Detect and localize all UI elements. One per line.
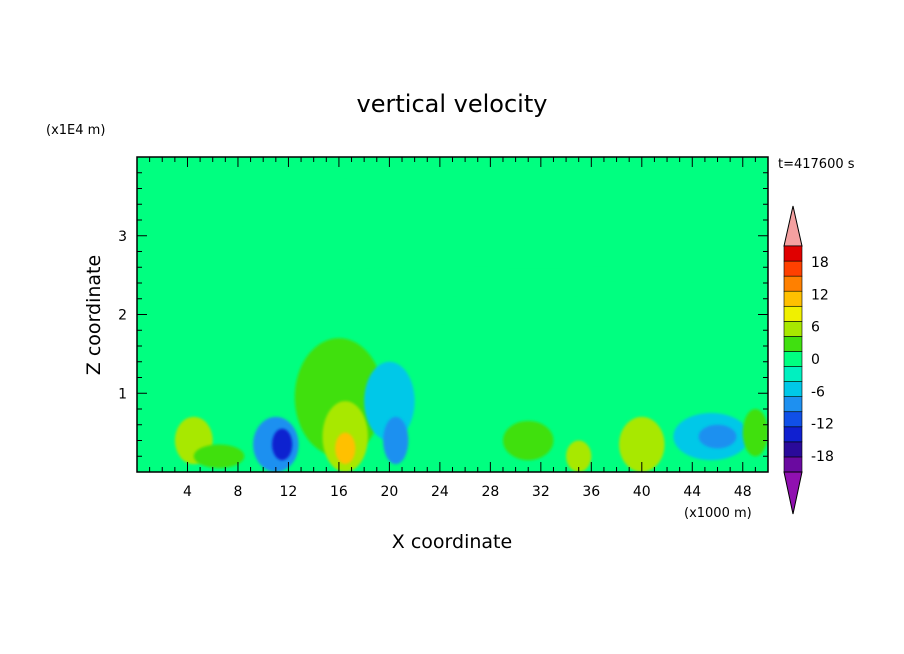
colorbar-swatch [783,381,803,397]
contour-blob [193,444,245,469]
plot-area: 4 8 12 16 20 24 28 32 36 40 44 48 123 [118,156,769,500]
x-tick-label: 20 [380,484,398,500]
colorbar-swatch [783,336,803,352]
y-tick-label: 3 [118,229,127,245]
x-tick-label: 36 [582,484,600,500]
colorbar-swatch [783,396,803,413]
colorbar: 18 12 6 0 -6 -12 -18 [783,205,834,515]
contour-blob [619,416,665,472]
colorbar-tick-label: 6 [811,320,820,336]
contour-blob [137,168,365,224]
colorbar-tick-label: -18 [811,449,834,465]
x-tick-label: 44 [683,484,701,500]
x-tick-label: 24 [431,484,449,500]
y-axis-label: Z coordinate [83,255,105,375]
colorbar-tick-label: -6 [811,384,825,400]
y-unit-label: (x1E4 m) [46,123,105,138]
contour-blob [698,424,737,449]
colorbar-swatch [783,411,803,428]
contour-blob [313,268,768,282]
colorbar-swatch [783,456,803,473]
y-tick-label: 1 [118,386,127,402]
colorbar-tick-label: -12 [811,417,834,433]
chart-title: vertical velocity [357,90,548,118]
x-unit-label: (x1000 m) [684,506,752,521]
colorbar-swatch [783,275,803,292]
colorbar-tick-label: 18 [811,255,829,271]
x-axis-label: X coordinate [392,531,512,553]
colorbar-swatch [783,351,803,367]
colorbar-swatch [783,305,803,322]
contour-blob [272,428,293,461]
contour-blob [212,251,415,268]
x-tick-label: 32 [532,484,550,500]
colorbar-swatch [783,260,803,277]
contour-blob [313,164,668,244]
colorbar-swatch [783,426,803,443]
colorbar-over-triangle [783,205,803,247]
x-tick-label: 4 [183,484,192,500]
y-axis-ticks: 1 2 3 [118,172,768,457]
contour-blob [742,409,768,457]
contour-features [137,164,768,472]
contour-blob [335,432,356,465]
colorbar-swatch [783,290,803,307]
colorbar-swatch [783,366,803,382]
contour-blob [383,416,409,465]
colorbar-swatch [783,321,803,337]
x-tick-label: 8 [233,484,242,500]
x-tick-label: 28 [481,484,499,500]
colorbar-tick-label: 12 [811,287,829,303]
x-tick-label: 16 [330,484,348,500]
x-tick-label: 48 [734,484,752,500]
colorbar-under-triangle [783,471,803,515]
colorbar-swatch [783,245,803,262]
contour-blob [263,298,768,323]
time-label: t=417600 s [778,157,855,172]
x-tick-label: 12 [280,484,298,500]
x-axis-ticks: 4 8 12 16 20 24 28 32 36 40 44 48 [149,157,756,500]
contour-blob [566,440,592,472]
colorbar-tick-label: 0 [811,352,820,368]
colorbar-swatch [783,441,803,458]
contour-blob [502,420,554,461]
y-tick-label: 2 [118,308,127,324]
x-tick-label: 40 [633,484,651,500]
